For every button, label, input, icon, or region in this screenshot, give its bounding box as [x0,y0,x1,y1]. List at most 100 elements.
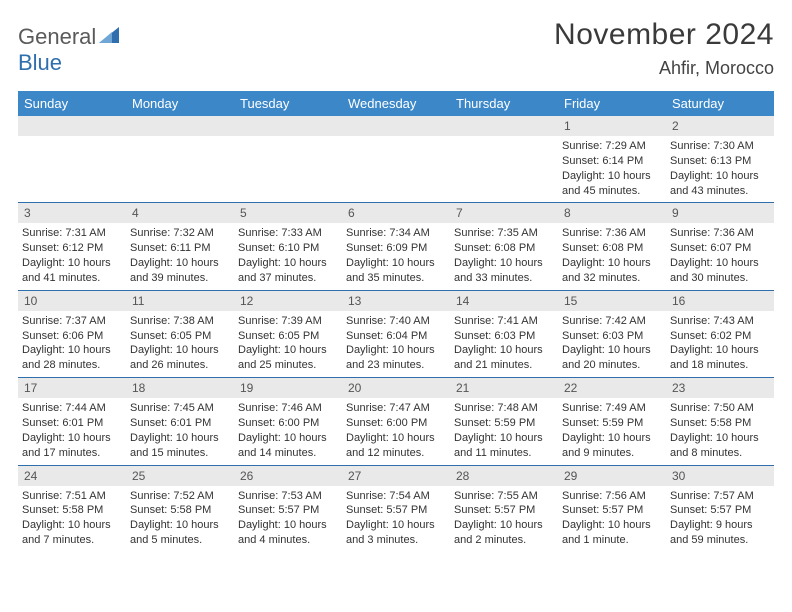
day-details: Sunrise: 7:35 AMSunset: 6:08 PMDaylight:… [450,223,558,289]
weekday-header: Saturday [666,91,774,116]
sunrise-line: Sunrise: 7:45 AM [130,401,230,416]
day-number: 17 [18,378,126,398]
calendar-cell: 3Sunrise: 7:31 AMSunset: 6:12 PMDaylight… [18,203,126,290]
sunset-line: Sunset: 6:00 PM [346,416,446,431]
calendar-cell: 20Sunrise: 7:47 AMSunset: 6:00 PMDayligh… [342,378,450,465]
calendar-page: General Blue November 2024 Ahfir, Morocc… [0,0,792,562]
daylight-line: Daylight: 10 hours and 17 minutes. [22,431,122,461]
sunset-line: Sunset: 6:14 PM [562,154,662,169]
day-number: 28 [450,466,558,486]
sunrise-line: Sunrise: 7:46 AM [238,401,338,416]
day-number: 15 [558,291,666,311]
sunset-line: Sunset: 5:57 PM [562,503,662,518]
sunrise-line: Sunrise: 7:55 AM [454,489,554,504]
sunrise-line: Sunrise: 7:56 AM [562,489,662,504]
day-details: Sunrise: 7:33 AMSunset: 6:10 PMDaylight:… [234,223,342,289]
weekday-header: Thursday [450,91,558,116]
sunset-line: Sunset: 6:13 PM [670,154,770,169]
daylight-line: Daylight: 10 hours and 28 minutes. [22,343,122,373]
sunset-line: Sunset: 5:57 PM [670,503,770,518]
calendar-cell: 16Sunrise: 7:43 AMSunset: 6:02 PMDayligh… [666,290,774,377]
sunrise-line: Sunrise: 7:35 AM [454,226,554,241]
sunset-line: Sunset: 6:04 PM [346,329,446,344]
weekday-header: Monday [126,91,234,116]
sunrise-line: Sunrise: 7:36 AM [562,226,662,241]
day-details: Sunrise: 7:50 AMSunset: 5:58 PMDaylight:… [666,398,774,464]
sunset-line: Sunset: 6:09 PM [346,241,446,256]
daylight-line: Daylight: 10 hours and 45 minutes. [562,169,662,199]
calendar-cell: 24Sunrise: 7:51 AMSunset: 5:58 PMDayligh… [18,465,126,552]
day-number: 9 [666,203,774,223]
sunset-line: Sunset: 5:58 PM [22,503,122,518]
day-details: Sunrise: 7:42 AMSunset: 6:03 PMDaylight:… [558,311,666,377]
day-details: Sunrise: 7:34 AMSunset: 6:09 PMDaylight:… [342,223,450,289]
daylight-line: Daylight: 10 hours and 20 minutes. [562,343,662,373]
empty-day [450,116,558,136]
calendar-cell: 17Sunrise: 7:44 AMSunset: 6:01 PMDayligh… [18,378,126,465]
day-details: Sunrise: 7:45 AMSunset: 6:01 PMDaylight:… [126,398,234,464]
sunrise-line: Sunrise: 7:40 AM [346,314,446,329]
sunrise-line: Sunrise: 7:51 AM [22,489,122,504]
sunrise-line: Sunrise: 7:36 AM [670,226,770,241]
sunrise-line: Sunrise: 7:30 AM [670,139,770,154]
sunset-line: Sunset: 6:11 PM [130,241,230,256]
daylight-line: Daylight: 10 hours and 39 minutes. [130,256,230,286]
empty-day [234,116,342,136]
sunrise-line: Sunrise: 7:44 AM [22,401,122,416]
calendar-cell: 4Sunrise: 7:32 AMSunset: 6:11 PMDaylight… [126,203,234,290]
day-details: Sunrise: 7:36 AMSunset: 6:07 PMDaylight:… [666,223,774,289]
month-title: November 2024 [554,18,774,52]
day-number: 10 [18,291,126,311]
calendar-cell: 28Sunrise: 7:55 AMSunset: 5:57 PMDayligh… [450,465,558,552]
sunrise-line: Sunrise: 7:52 AM [130,489,230,504]
daylight-line: Daylight: 10 hours and 18 minutes. [670,343,770,373]
daylight-line: Daylight: 10 hours and 32 minutes. [562,256,662,286]
calendar-cell: 2Sunrise: 7:30 AMSunset: 6:13 PMDaylight… [666,116,774,203]
calendar-cell: 14Sunrise: 7:41 AMSunset: 6:03 PMDayligh… [450,290,558,377]
header: General Blue November 2024 Ahfir, Morocc… [18,18,774,79]
daylight-line: Daylight: 10 hours and 15 minutes. [130,431,230,461]
daylight-line: Daylight: 10 hours and 4 minutes. [238,518,338,548]
calendar-cell: 10Sunrise: 7:37 AMSunset: 6:06 PMDayligh… [18,290,126,377]
daylight-line: Daylight: 10 hours and 9 minutes. [562,431,662,461]
sunrise-line: Sunrise: 7:49 AM [562,401,662,416]
sunset-line: Sunset: 6:12 PM [22,241,122,256]
day-number: 2 [666,116,774,136]
calendar-cell: 19Sunrise: 7:46 AMSunset: 6:00 PMDayligh… [234,378,342,465]
calendar-cell [450,116,558,203]
sunrise-line: Sunrise: 7:43 AM [670,314,770,329]
daylight-line: Daylight: 10 hours and 11 minutes. [454,431,554,461]
day-details: Sunrise: 7:57 AMSunset: 5:57 PMDaylight:… [666,486,774,552]
day-details: Sunrise: 7:48 AMSunset: 5:59 PMDaylight:… [450,398,558,464]
daylight-line: Daylight: 10 hours and 23 minutes. [346,343,446,373]
day-number: 7 [450,203,558,223]
calendar-cell: 9Sunrise: 7:36 AMSunset: 6:07 PMDaylight… [666,203,774,290]
calendar-week: 3Sunrise: 7:31 AMSunset: 6:12 PMDaylight… [18,203,774,290]
calendar-cell: 15Sunrise: 7:42 AMSunset: 6:03 PMDayligh… [558,290,666,377]
weekday-header: Friday [558,91,666,116]
day-number: 1 [558,116,666,136]
sunset-line: Sunset: 5:59 PM [562,416,662,431]
calendar-table: SundayMondayTuesdayWednesdayThursdayFrid… [18,91,774,552]
daylight-line: Daylight: 10 hours and 35 minutes. [346,256,446,286]
title-block: November 2024 Ahfir, Morocco [554,18,774,79]
sunset-line: Sunset: 6:06 PM [22,329,122,344]
calendar-cell [18,116,126,203]
sunset-line: Sunset: 6:03 PM [454,329,554,344]
sunrise-line: Sunrise: 7:29 AM [562,139,662,154]
day-details: Sunrise: 7:52 AMSunset: 5:58 PMDaylight:… [126,486,234,552]
day-number: 26 [234,466,342,486]
calendar-week: 17Sunrise: 7:44 AMSunset: 6:01 PMDayligh… [18,378,774,465]
day-number: 6 [342,203,450,223]
day-details: Sunrise: 7:32 AMSunset: 6:11 PMDaylight:… [126,223,234,289]
daylight-line: Daylight: 10 hours and 25 minutes. [238,343,338,373]
calendar-cell: 29Sunrise: 7:56 AMSunset: 5:57 PMDayligh… [558,465,666,552]
sunset-line: Sunset: 6:07 PM [670,241,770,256]
day-details: Sunrise: 7:36 AMSunset: 6:08 PMDaylight:… [558,223,666,289]
calendar-cell [234,116,342,203]
daylight-line: Daylight: 10 hours and 30 minutes. [670,256,770,286]
day-number: 4 [126,203,234,223]
day-details: Sunrise: 7:49 AMSunset: 5:59 PMDaylight:… [558,398,666,464]
day-details: Sunrise: 7:30 AMSunset: 6:13 PMDaylight:… [666,136,774,202]
calendar-cell: 7Sunrise: 7:35 AMSunset: 6:08 PMDaylight… [450,203,558,290]
